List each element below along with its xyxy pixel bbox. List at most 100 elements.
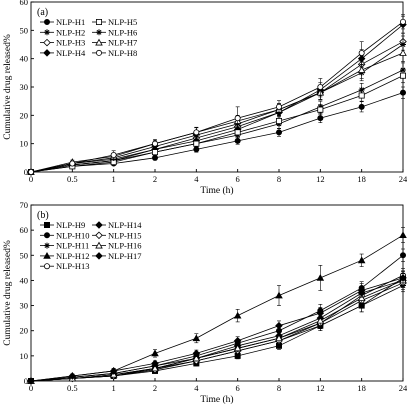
data-point xyxy=(275,334,283,342)
series-line xyxy=(30,282,404,382)
data-point xyxy=(399,89,406,96)
legend-marker xyxy=(44,232,51,239)
data-point xyxy=(399,72,406,79)
series-line xyxy=(30,21,404,173)
legend-item: NLP-H5 xyxy=(92,17,137,27)
data-point xyxy=(399,252,406,259)
legend-marker xyxy=(43,38,51,47)
x-tick-label: 8 xyxy=(277,174,281,184)
series-line xyxy=(30,280,404,382)
legend-item: NLP-H10 xyxy=(40,230,90,240)
data-point xyxy=(358,92,365,99)
plot-frame xyxy=(30,1,404,173)
x-tick-label: 4 xyxy=(194,174,199,184)
data-point xyxy=(192,349,201,358)
series-nlp-h13 xyxy=(27,268,406,384)
x-tick-label: 6 xyxy=(236,174,240,184)
data-point xyxy=(192,334,201,342)
data-point xyxy=(27,377,35,385)
x-tick-label: 6 xyxy=(236,383,240,393)
legend-item: NLP-H7 xyxy=(92,38,137,48)
data-point xyxy=(193,140,200,147)
series-nlp-h15 xyxy=(27,276,407,385)
data-point xyxy=(399,18,406,25)
legend-label: NLP-H13 xyxy=(56,261,90,271)
data-point xyxy=(358,50,365,57)
data-point xyxy=(234,129,241,136)
legend-label: NLP-H10 xyxy=(56,230,90,240)
data-point xyxy=(151,359,159,368)
data-point xyxy=(317,84,324,91)
legend-label: NLP-H12 xyxy=(56,251,90,261)
x-axis-label: Time (h) xyxy=(200,185,233,196)
data-point xyxy=(357,256,366,264)
legend-label: NLP-H17 xyxy=(108,251,142,261)
x-tick-label: 1 xyxy=(112,174,116,184)
legend-item: NLP-H13 xyxy=(40,261,90,271)
legend-item: NLP-H2 xyxy=(40,27,85,37)
legend-marker xyxy=(44,242,50,249)
series-line xyxy=(30,275,404,382)
legend-label: NLP-H5 xyxy=(108,17,137,27)
legend-item: NLP-H9 xyxy=(40,220,85,230)
legend-label: NLP-H9 xyxy=(56,220,85,230)
y-tick-label: 70 xyxy=(20,200,29,210)
legend-marker xyxy=(44,18,51,25)
data-point xyxy=(192,354,201,362)
legend-item: NLP-H17 xyxy=(92,251,142,261)
legend-marker xyxy=(44,29,50,36)
series-line xyxy=(30,285,404,382)
y-tick-label: 30 xyxy=(20,301,29,311)
data-point xyxy=(151,364,159,372)
series-line xyxy=(30,280,404,382)
data-point xyxy=(233,337,242,345)
data-point xyxy=(357,66,366,73)
series-nlp-h7 xyxy=(27,44,407,175)
data-point xyxy=(193,129,200,136)
data-point xyxy=(109,367,118,375)
data-point xyxy=(275,103,282,110)
legend-marker xyxy=(44,221,51,228)
legend-label: NLP-H11 xyxy=(56,241,89,251)
legend-marker xyxy=(95,38,103,46)
series-nlp-h14 xyxy=(27,273,407,385)
x-tick-label: 4 xyxy=(194,383,199,393)
data-point xyxy=(399,231,407,239)
x-axis-label: Time (h) xyxy=(200,394,233,405)
legend-marker xyxy=(96,49,103,56)
data-point xyxy=(316,309,325,317)
series-nlp-h8 xyxy=(27,14,406,175)
y-tick-label: 10 xyxy=(20,139,29,149)
legend-item: NLP-H3 xyxy=(40,38,85,48)
series-line xyxy=(30,41,404,173)
y-tick-label: 0 xyxy=(24,376,28,386)
data-point xyxy=(275,321,283,330)
data-point xyxy=(151,154,158,161)
y-axis-label: Cumulative drug released% xyxy=(3,34,13,140)
data-point xyxy=(317,106,324,113)
series-nlp-h2 xyxy=(28,62,406,175)
x-tick-label: 8 xyxy=(277,383,281,393)
data-point xyxy=(358,103,365,110)
legend-marker xyxy=(44,263,51,270)
panel-label: (a) xyxy=(37,7,48,18)
panel-label: (b) xyxy=(37,210,49,221)
data-point xyxy=(316,316,325,324)
series-line xyxy=(30,75,404,173)
x-tick-label: 0.5 xyxy=(67,174,78,184)
legend-label: NLP-H1 xyxy=(56,17,85,27)
data-point xyxy=(234,115,241,122)
legend-label: NLP-H14 xyxy=(108,220,142,230)
series-line xyxy=(30,44,404,173)
y-tick-label: 50 xyxy=(20,250,29,260)
x-tick-label: 18 xyxy=(357,174,366,184)
x-tick-label: 24 xyxy=(399,174,407,184)
y-axis-label: Cumulative drug released% xyxy=(3,240,13,346)
y-tick-label: 20 xyxy=(20,326,29,336)
x-tick-label: 18 xyxy=(357,383,366,393)
legend-label: NLP-H7 xyxy=(108,38,137,48)
y-tick-label: 30 xyxy=(20,82,29,92)
